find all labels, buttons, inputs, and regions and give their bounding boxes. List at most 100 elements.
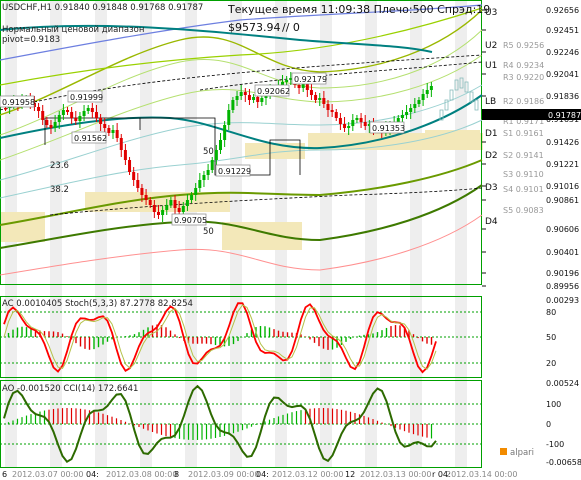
date-axis-label: 2012.03.07 00:00 bbox=[12, 470, 83, 479]
price-axis-label: 0.91016 bbox=[546, 182, 579, 191]
candle-body bbox=[90, 108, 94, 112]
support-label: S1 0.9161 bbox=[503, 129, 544, 138]
fib-label-50a: 50 bbox=[203, 147, 214, 157]
sub1-axis-top: 0.00293 bbox=[546, 296, 579, 305]
candle-body bbox=[330, 110, 334, 112]
price-tag-label: 0.91562 bbox=[74, 134, 107, 143]
candle-body bbox=[347, 126, 351, 128]
price-tag-label: 0.92179 bbox=[294, 75, 327, 84]
price-tag-box bbox=[291, 72, 327, 85]
server-time-line: Текущее время 11:09:38 Плечо:500 Спрэд:1… bbox=[227, 3, 490, 16]
support-label: S4 0.9101 bbox=[503, 185, 544, 194]
candle-body bbox=[281, 82, 285, 85]
candle-body bbox=[107, 128, 111, 133]
price-tag-label: 0.92062 bbox=[257, 87, 290, 96]
candle-body bbox=[45, 120, 49, 125]
price-axis-label: 0.90401 bbox=[546, 248, 579, 257]
stoch-signal-line bbox=[3, 304, 437, 370]
fib-label-23: 23.6 bbox=[50, 161, 69, 171]
session-stripe bbox=[455, 0, 467, 468]
candle-body bbox=[235, 96, 239, 100]
session-stripe bbox=[50, 0, 62, 468]
candle-body bbox=[223, 125, 227, 140]
band-label-d1: D1 bbox=[485, 129, 498, 139]
price-axis-label: 0.92246 bbox=[546, 48, 579, 57]
current-price-label: 0.91787 bbox=[548, 111, 581, 120]
support-label: S5 0.9083 bbox=[503, 206, 544, 215]
date-axis-label: 2012.03.12 00:00 bbox=[272, 470, 343, 479]
price-tag-box bbox=[369, 121, 405, 134]
candle-body bbox=[309, 90, 313, 95]
candle-body bbox=[74, 118, 78, 121]
candle-body bbox=[206, 170, 210, 175]
sub2-title: AO -0.001520 CCI(14) 172.6641 bbox=[2, 384, 138, 394]
candle-body bbox=[343, 124, 347, 128]
candle-body bbox=[256, 97, 260, 102]
candle-body bbox=[318, 98, 322, 100]
candle-body bbox=[173, 200, 177, 208]
price-tag-label: 0.91229 bbox=[218, 167, 251, 176]
resistance-label: R5 0.9256 bbox=[503, 41, 544, 50]
price-tag-box bbox=[71, 131, 107, 144]
sub1-axis-50: 50 bbox=[546, 333, 556, 342]
candle-body bbox=[243, 92, 247, 95]
candle-body bbox=[301, 84, 305, 88]
candle-body bbox=[231, 100, 235, 110]
candle-body bbox=[322, 98, 326, 104]
candle-body bbox=[41, 111, 45, 120]
fib-label-50b: 50 bbox=[203, 227, 214, 237]
projected-candle bbox=[464, 81, 469, 93]
range-label: Нормальный ценовой диапазон bbox=[2, 25, 144, 35]
sub2-axis-top: 0.00524 bbox=[546, 379, 579, 388]
candle-body bbox=[70, 112, 74, 118]
price-axis-label: 0.91221 bbox=[546, 160, 579, 169]
candle-body bbox=[169, 200, 173, 205]
candle-body bbox=[37, 107, 41, 111]
candle-body bbox=[400, 115, 404, 118]
sub1-axis-80: 80 bbox=[546, 308, 556, 317]
price-axis-label: 0.89956 bbox=[546, 282, 579, 291]
projected-candle bbox=[469, 91, 474, 103]
candle-body bbox=[429, 86, 433, 90]
ao-histogram bbox=[7, 408, 433, 440]
candle-body bbox=[181, 206, 185, 212]
candle-body bbox=[32, 103, 36, 107]
candle-body bbox=[227, 110, 231, 125]
candle-body bbox=[185, 200, 189, 206]
date-axis-label: 12 bbox=[345, 470, 355, 479]
candle-body bbox=[363, 122, 367, 126]
alpari-logo: alpari bbox=[500, 448, 534, 458]
candle-body bbox=[338, 118, 342, 124]
session-stripe bbox=[320, 0, 332, 468]
stoch-main-line bbox=[3, 302, 437, 374]
sub2-axis-100: 100 bbox=[546, 400, 561, 409]
date-axis-label: 04: bbox=[256, 470, 269, 479]
band-label-d2: D2 bbox=[485, 151, 498, 161]
date-axis-label: 2012.03.13 00:00 bbox=[360, 470, 431, 479]
candle-body bbox=[260, 98, 264, 102]
candle-body bbox=[132, 172, 136, 180]
price-tags: 0.91958 0.91999 0.91562 0.91229 0.90705 0.920… bbox=[0, 72, 405, 226]
price-tag-box bbox=[171, 213, 207, 226]
price-tag-box bbox=[67, 90, 103, 103]
cci-line bbox=[3, 384, 437, 463]
candle-body bbox=[355, 118, 359, 120]
candle-body bbox=[115, 130, 119, 138]
candle-body bbox=[252, 97, 256, 100]
candle-body bbox=[289, 78, 293, 80]
projected-candle bbox=[474, 99, 479, 111]
price-tag-box bbox=[0, 95, 35, 108]
candle-body bbox=[396, 118, 400, 122]
candle-body bbox=[111, 130, 115, 133]
price-axis-label: 0.91836 bbox=[546, 92, 579, 101]
price-axis-label: 0.91426 bbox=[546, 138, 579, 147]
resistance-label: R4 0.9234 bbox=[503, 61, 544, 70]
price-tag-label: 0.90705 bbox=[174, 216, 207, 225]
projected-candle bbox=[439, 109, 444, 121]
candle-body bbox=[136, 180, 140, 188]
date-axis-label: 2012.03.14 00:00 bbox=[446, 470, 517, 479]
candle-body bbox=[177, 208, 181, 212]
candle-body bbox=[94, 112, 98, 118]
